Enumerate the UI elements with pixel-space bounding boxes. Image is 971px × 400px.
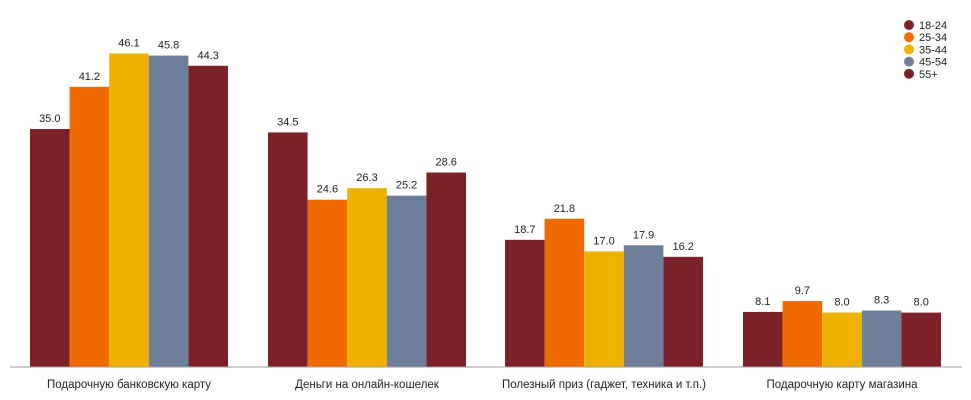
legend-marker: [904, 68, 914, 79]
bar-55+-4: [901, 312, 941, 367]
bar-25-34-4: [782, 301, 823, 367]
value-label: 8.3: [874, 295, 889, 307]
value-label: 8.0: [914, 297, 929, 309]
legend-label: 18-24: [919, 20, 947, 32]
value-label: 44.3: [197, 50, 218, 62]
bar-45-54-2: [386, 195, 427, 367]
bar-55+-3: [663, 256, 703, 367]
bar-35-44-4: [822, 312, 862, 367]
value-label: 24.6: [317, 184, 338, 196]
value-label: 28.6: [435, 157, 456, 169]
legend-marker: [904, 32, 914, 43]
category-label: Полезный приз (гаджет, техника и т.п.): [502, 379, 706, 391]
bar-45-54-4: [861, 310, 902, 367]
value-label: 9.7: [795, 285, 810, 297]
value-label: 17.0: [593, 235, 614, 247]
bar-45-54-3: [623, 245, 664, 367]
bars-group: [30, 53, 941, 368]
bar-45-54-1: [148, 55, 189, 368]
bar-18-24-1: [30, 129, 70, 367]
value-label: 34.5: [277, 116, 298, 128]
bar-18-24-3: [505, 239, 545, 367]
value-label: 8.0: [834, 297, 849, 309]
bar-35-44-3: [584, 251, 624, 367]
bar-25-34-3: [544, 218, 585, 367]
value-label: 21.8: [554, 203, 575, 215]
category-label: Подарочную банковскую карту: [47, 379, 211, 391]
bar-55+-1: [188, 65, 228, 367]
value-label: 45.8: [158, 40, 179, 52]
legend-marker: [904, 44, 914, 55]
legend-label: 45-54: [919, 57, 947, 69]
bar-35-44-1: [109, 53, 149, 368]
value-label: 8.1: [755, 296, 770, 308]
category-label: Деньги на онлайн-кошелек: [295, 379, 440, 391]
legend-marker: [904, 20, 914, 30]
bar-18-24-4: [743, 311, 783, 367]
value-label: 17.9: [633, 229, 654, 241]
value-label: 41.2: [79, 71, 100, 83]
legend-marker: [904, 56, 914, 67]
legend-label: 55+: [919, 69, 938, 81]
value-label: 18.7: [514, 224, 535, 236]
category-labels-group: Подарочную банковскую карту Деньги на онл…: [47, 379, 918, 391]
value-label: 16.2: [672, 241, 693, 253]
bar-18-24-2: [268, 132, 308, 367]
bar-35-44-2: [347, 188, 387, 367]
bar-25-34-2: [307, 199, 348, 367]
value-label: 46.1: [118, 38, 139, 50]
value-label: 25.2: [396, 180, 417, 192]
legend-label: 25-34: [919, 32, 947, 44]
value-label: 35.0: [39, 113, 60, 125]
bar-55+-2: [426, 172, 466, 367]
value-label: 26.3: [356, 172, 377, 184]
legend-label: 35-44: [919, 44, 947, 56]
bar-25-34-1: [69, 86, 110, 367]
value-labels-group: 35.0 41.2 46.1 45.8 44.3 34.5 24.6 26.3 25.2 28.6…: [39, 38, 929, 309]
category-label: Подарочную карту магазина: [766, 379, 918, 391]
